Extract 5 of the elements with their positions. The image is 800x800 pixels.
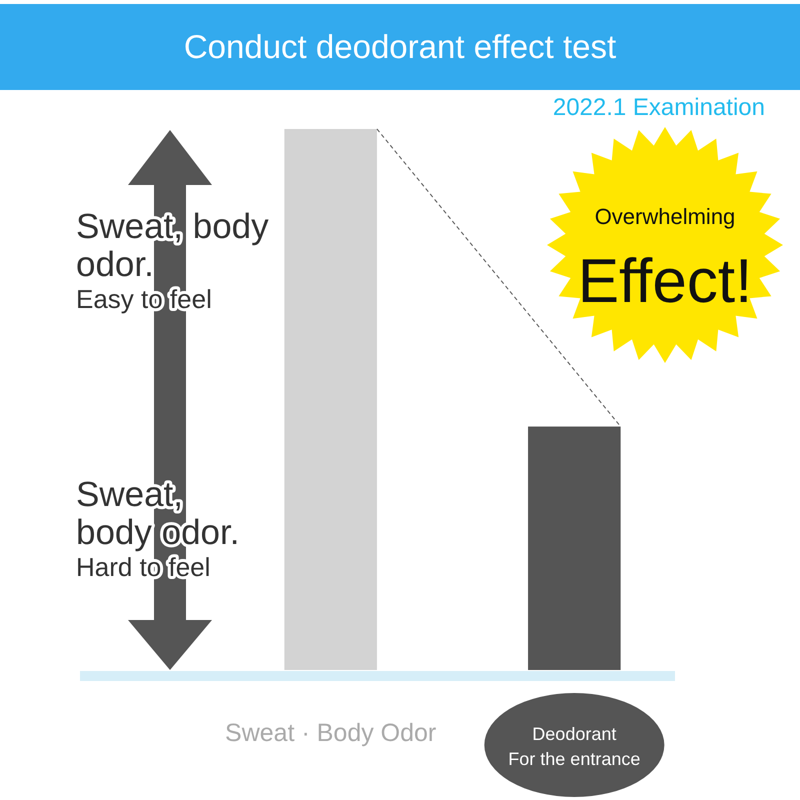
x-tick-label: Deodorant For the entrance xyxy=(508,724,640,769)
x-tick-label: Sweat · Body Odor xyxy=(225,719,436,747)
annotation: Overwhelming Effect! xyxy=(578,204,752,316)
text: 2022.1 Examination xyxy=(552,94,765,121)
chart-title: Conduct deodorant effect test xyxy=(184,28,616,65)
